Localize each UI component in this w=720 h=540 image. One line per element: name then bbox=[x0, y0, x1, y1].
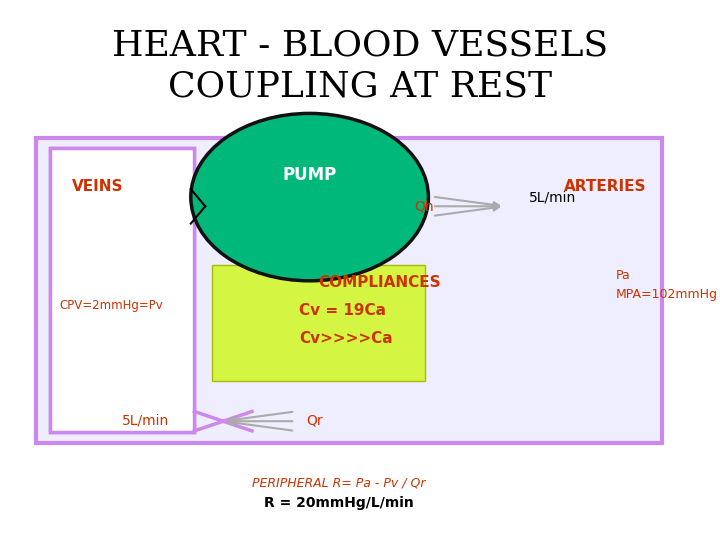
Text: Cv>>>>Ca: Cv>>>>Ca bbox=[299, 331, 392, 346]
Text: Qr: Qr bbox=[306, 413, 323, 427]
Text: Cv = 19Ca: Cv = 19Ca bbox=[299, 303, 386, 318]
Text: 5L/min: 5L/min bbox=[529, 190, 577, 204]
FancyBboxPatch shape bbox=[50, 148, 194, 432]
Ellipse shape bbox=[191, 113, 428, 281]
Text: CPV=2mmHg=Pv: CPV=2mmHg=Pv bbox=[60, 299, 163, 312]
Text: VEINS: VEINS bbox=[72, 179, 124, 194]
Text: PUMP: PUMP bbox=[282, 166, 337, 185]
Text: ARTERIES: ARTERIES bbox=[564, 179, 646, 194]
Text: PERIPHERAL R= Pa - Pv / Qr: PERIPHERAL R= Pa - Pv / Qr bbox=[252, 477, 425, 490]
Text: COMPLIANCES: COMPLIANCES bbox=[318, 275, 441, 291]
Text: MPA=102mmHg: MPA=102mmHg bbox=[616, 288, 718, 301]
Text: HEART - BLOOD VESSELS: HEART - BLOOD VESSELS bbox=[112, 29, 608, 63]
Text: R = 20mmHg/L/min: R = 20mmHg/L/min bbox=[264, 496, 413, 510]
FancyBboxPatch shape bbox=[212, 265, 425, 381]
Text: Pa: Pa bbox=[616, 269, 630, 282]
FancyBboxPatch shape bbox=[36, 138, 662, 443]
Text: Qh: Qh bbox=[414, 199, 433, 213]
Text: 5L/min: 5L/min bbox=[122, 413, 169, 427]
Text: COUPLING AT REST: COUPLING AT REST bbox=[168, 70, 552, 103]
